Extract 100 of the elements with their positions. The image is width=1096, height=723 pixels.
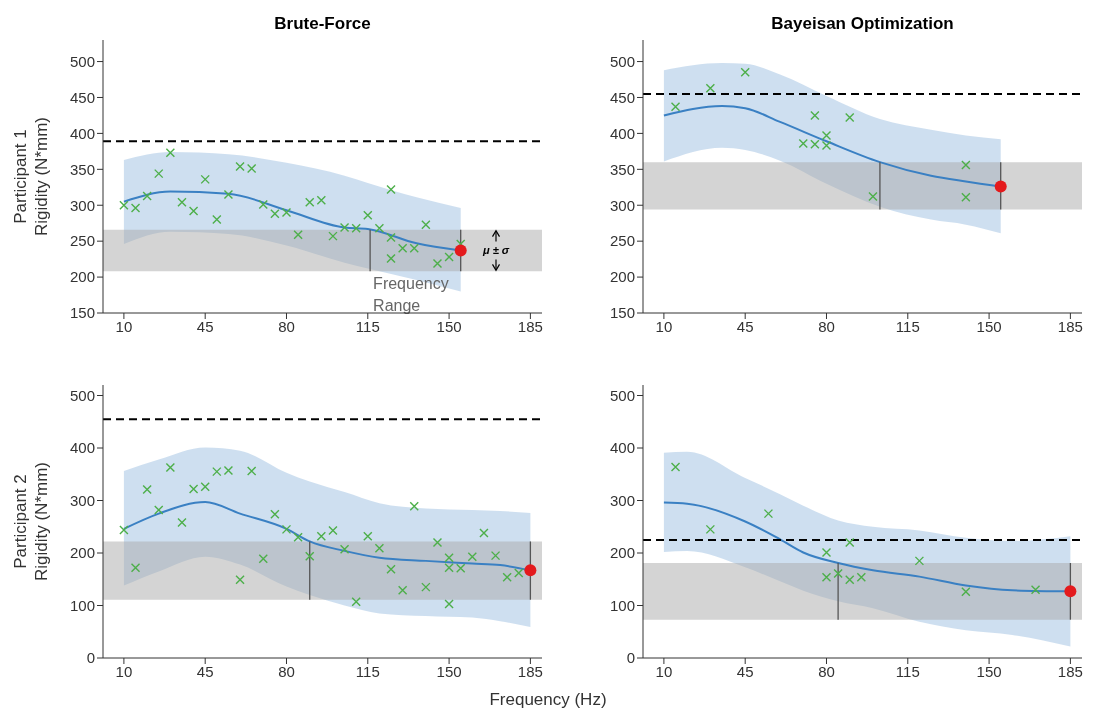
- point: [212, 466, 222, 477]
- point: [798, 138, 808, 149]
- point: [454, 244, 467, 257]
- point: [705, 83, 716, 93]
- point: [456, 563, 466, 573]
- point: [281, 524, 292, 535]
- y-tick-label: 150: [609, 304, 635, 322]
- point: [200, 174, 210, 185]
- point: [821, 140, 832, 151]
- point: [223, 465, 234, 476]
- y-tick-label: 250: [609, 232, 635, 250]
- ref-line-label: Frequency Range: [373, 275, 449, 315]
- y-tick-label: 100: [609, 596, 635, 614]
- point: [177, 197, 187, 208]
- y-tick-label: 500: [69, 386, 95, 404]
- x-tick-label: 80: [818, 317, 835, 335]
- y-tick-label: 200: [69, 268, 95, 286]
- y-tick-label: 0: [86, 649, 95, 667]
- point: [130, 203, 141, 213]
- y-tick-label: 200: [609, 544, 635, 562]
- point: [810, 139, 820, 149]
- y-tick-label: 500: [609, 386, 635, 404]
- point: [258, 199, 268, 210]
- point: [165, 148, 176, 158]
- x-tick-label: 80: [278, 317, 295, 335]
- x-tick-label: 150: [436, 662, 462, 680]
- point: [421, 219, 431, 230]
- point: [821, 547, 832, 558]
- point: [386, 184, 396, 195]
- point: [409, 243, 419, 254]
- point: [845, 575, 855, 585]
- point: [386, 253, 396, 264]
- point: [444, 252, 454, 262]
- y-tick-label: 300: [69, 196, 95, 214]
- x-tick-label: 150: [436, 317, 462, 335]
- point: [339, 222, 350, 233]
- point: [994, 180, 1007, 193]
- point: [154, 505, 164, 515]
- y-tick-label: 500: [609, 52, 635, 70]
- y-axis-title: Participant 1 Rigidity (N*mm): [11, 117, 51, 236]
- point: [386, 232, 396, 243]
- point: [845, 112, 855, 123]
- point: [479, 528, 489, 538]
- x-tick-label: 150: [976, 317, 1002, 335]
- band-label: μ ± σ: [481, 244, 510, 257]
- point: [432, 258, 443, 269]
- point: [281, 207, 292, 218]
- y-tick-label: 150: [69, 304, 95, 322]
- y-tick-label: 200: [609, 268, 635, 286]
- y-tick-label: 0: [626, 649, 635, 667]
- y-tick-label: 400: [609, 124, 635, 142]
- point: [119, 200, 129, 210]
- x-tick-label: 185: [517, 662, 543, 680]
- point: [188, 484, 199, 494]
- point: [514, 568, 524, 578]
- x-tick-label: 185: [1057, 662, 1083, 680]
- x-tick-label: 45: [736, 662, 754, 680]
- x-tick-label: 115: [895, 662, 920, 680]
- point: [246, 466, 257, 476]
- point: [328, 525, 338, 536]
- x-axis-title: Frequency (Hz): [488, 690, 608, 710]
- point: [763, 508, 774, 519]
- y-tick-label: 100: [69, 596, 95, 614]
- y-tick-label: 500: [69, 52, 95, 70]
- point: [212, 214, 222, 225]
- point: [961, 160, 971, 170]
- point: [432, 537, 443, 548]
- point: [351, 597, 361, 607]
- y-axis-title: Participant 2 Rigidity (N*mm): [11, 462, 51, 581]
- point: [821, 572, 832, 582]
- point: [914, 556, 925, 566]
- x-tick-label: 10: [655, 662, 673, 680]
- point: [670, 462, 681, 472]
- y-tick-label: 400: [69, 124, 95, 142]
- point: [363, 531, 373, 541]
- y-tick-label: 300: [609, 196, 635, 214]
- x-tick-label: 45: [196, 662, 214, 680]
- point: [845, 537, 855, 548]
- point: [409, 501, 419, 511]
- x-tick-label: 115: [355, 317, 380, 335]
- y-tick-label: 450: [609, 88, 635, 106]
- y-tick-label: 250: [69, 232, 95, 250]
- x-tick-label: 80: [818, 662, 835, 680]
- point: [502, 572, 512, 582]
- point: [339, 544, 350, 555]
- y-tick-label: 200: [69, 544, 95, 562]
- point: [188, 206, 199, 216]
- point: [363, 210, 373, 220]
- point: [246, 163, 257, 174]
- point: [305, 551, 315, 561]
- point: [961, 192, 971, 203]
- point: [670, 102, 681, 112]
- point: [374, 543, 385, 553]
- y-tick-label: 400: [609, 439, 635, 457]
- point: [270, 209, 280, 219]
- point: [258, 554, 268, 564]
- point: [810, 110, 820, 121]
- point: [130, 563, 141, 573]
- point: [467, 551, 478, 562]
- point: [821, 130, 832, 141]
